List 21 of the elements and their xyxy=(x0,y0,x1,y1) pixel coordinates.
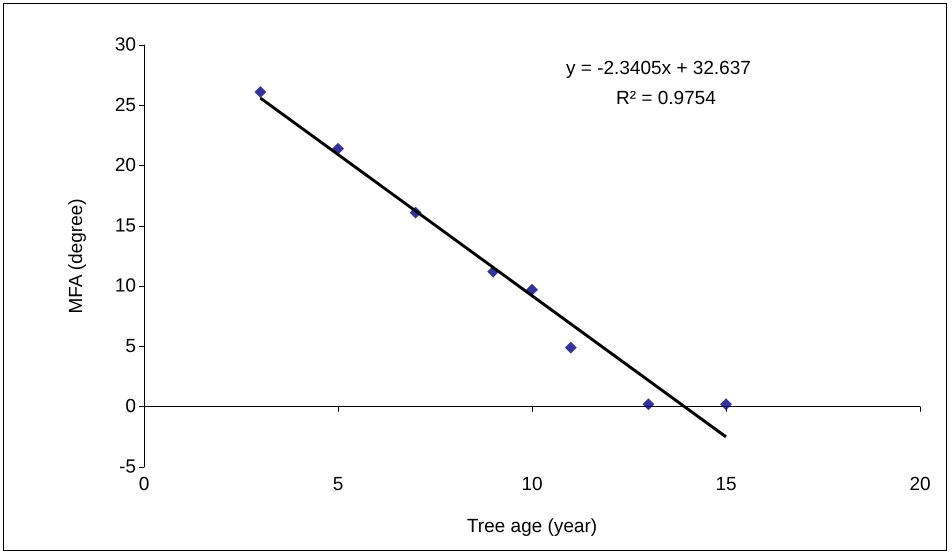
point xyxy=(564,342,577,354)
annotation: y = -2.3405x + 32.637 xyxy=(566,58,751,79)
x-tick-label: 20 xyxy=(909,474,931,495)
y-tick-label: 30 xyxy=(114,34,136,56)
y-tick-label: 5 xyxy=(125,336,136,357)
point xyxy=(254,86,266,98)
y-tick-label: 10 xyxy=(114,276,136,297)
x-tick-label: 0 xyxy=(138,474,150,495)
y-tick-label: -5 xyxy=(119,456,136,478)
x-tick-label: 10 xyxy=(521,474,543,495)
y-tick-label: 25 xyxy=(114,94,136,116)
annotation: R² = 0.9754 xyxy=(616,88,716,109)
y-tick-label: 0 xyxy=(125,396,136,418)
point xyxy=(642,398,654,410)
x-axis-title: Tree age (year) xyxy=(466,516,598,537)
y-axis-title: MFA (degree) xyxy=(66,198,87,314)
point xyxy=(720,398,732,410)
y-tick-label: 15 xyxy=(114,215,136,236)
x-tick-label: 15 xyxy=(715,474,737,495)
y-tick-label: 20 xyxy=(114,155,136,176)
x-tick-label: 5 xyxy=(332,474,344,495)
